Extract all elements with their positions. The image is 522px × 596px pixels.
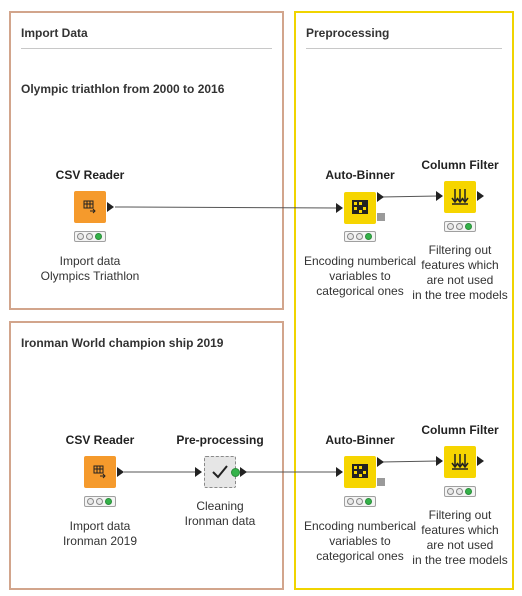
node-title: CSV Reader	[65, 433, 135, 447]
output-port[interactable]	[377, 457, 384, 467]
status-red-dot	[447, 223, 454, 230]
annotation-subtitle: Olympic triathlon from 2000 to 2016	[21, 82, 225, 96]
wire-binner1-to-filter1	[380, 195, 439, 198]
input-port[interactable]	[336, 467, 343, 477]
node-title: CSV Reader	[55, 168, 125, 182]
filter-arrows-icon	[451, 454, 469, 470]
node-description: Cleaning Ironman data	[184, 499, 256, 528]
node-description: Import data Ironman 2019	[62, 519, 138, 548]
output-port[interactable]	[240, 467, 247, 477]
auto-binner-icon[interactable]	[344, 456, 376, 488]
output-port[interactable]	[107, 202, 114, 212]
input-port[interactable]	[436, 456, 443, 466]
input-port[interactable]	[436, 191, 443, 201]
status-green-dot	[465, 488, 472, 495]
status-green-dot	[465, 223, 472, 230]
status-green-dot	[365, 233, 372, 240]
annotation-title: Preprocessing	[306, 26, 390, 40]
node-title: Auto-Binner	[325, 168, 395, 182]
status-red-dot	[87, 498, 94, 505]
node-description: Filtering out features which are not use…	[412, 508, 508, 567]
status-yellow-dot	[456, 488, 463, 495]
node-description: Import data Olympics Triathlon	[40, 254, 140, 283]
status-traffic-light	[84, 496, 116, 507]
status-green-dot	[365, 498, 372, 505]
input-port[interactable]	[195, 467, 202, 477]
output-port[interactable]	[477, 456, 484, 466]
status-yellow-dot	[356, 233, 363, 240]
status-yellow-dot	[356, 498, 363, 505]
output-port[interactable]	[477, 191, 484, 201]
status-red-dot	[347, 498, 354, 505]
status-yellow-dot	[96, 498, 103, 505]
status-traffic-light	[444, 221, 476, 232]
status-traffic-light	[444, 486, 476, 497]
status-green-dot	[105, 498, 112, 505]
output-port[interactable]	[117, 467, 124, 477]
annotation-import-data[interactable]: Import Data Olympic triathlon from 2000 …	[9, 11, 284, 310]
wire-binner2-to-filter2	[380, 460, 439, 463]
filter-arrows-icon	[451, 189, 469, 205]
status-red-dot	[447, 488, 454, 495]
status-traffic-light	[74, 231, 106, 242]
csv-reader-icon[interactable]	[74, 191, 106, 223]
column-filter-icon[interactable]	[444, 446, 476, 478]
auto-binner-icon[interactable]	[344, 192, 376, 224]
node-title: Column Filter	[421, 423, 499, 437]
table-arrow-icon	[93, 465, 106, 479]
annotation-title: Ironman World champion ship 2019	[21, 336, 224, 350]
model-port[interactable]	[377, 213, 385, 221]
status-red-dot	[347, 233, 354, 240]
node-description: Encoding numberical variables to categor…	[303, 254, 417, 298]
output-port[interactable]	[377, 192, 384, 202]
model-port[interactable]	[377, 478, 385, 486]
status-traffic-light	[344, 231, 376, 242]
node-title: Auto-Binner	[325, 433, 395, 447]
status-green-dot	[95, 233, 102, 240]
status-red-dot	[77, 233, 84, 240]
annotation-preprocessing[interactable]: Preprocessing	[294, 11, 514, 590]
output-port-status[interactable]	[231, 468, 240, 477]
input-port[interactable]	[336, 203, 343, 213]
binner-icon	[352, 200, 368, 214]
status-yellow-dot	[456, 223, 463, 230]
status-yellow-dot	[86, 233, 93, 240]
csv-reader-icon[interactable]	[84, 456, 116, 488]
node-title: Column Filter	[421, 158, 499, 172]
annotation-ironman[interactable]: Ironman World champion ship 2019	[9, 321, 284, 590]
status-traffic-light	[344, 496, 376, 507]
annotation-title: Import Data	[21, 26, 88, 40]
node-description: Filtering out features which are not use…	[412, 243, 508, 302]
column-filter-icon[interactable]	[444, 181, 476, 213]
wire-csv1-to-binner1	[114, 206, 339, 209]
annotation-divider	[21, 48, 272, 49]
annotation-divider	[306, 48, 502, 49]
node-title: Pre-processing	[176, 433, 264, 447]
node-description: Encoding numberical variables to categor…	[303, 519, 417, 563]
checkmark-icon	[212, 465, 228, 479]
binner-icon	[352, 464, 368, 478]
table-arrow-icon	[83, 200, 96, 214]
